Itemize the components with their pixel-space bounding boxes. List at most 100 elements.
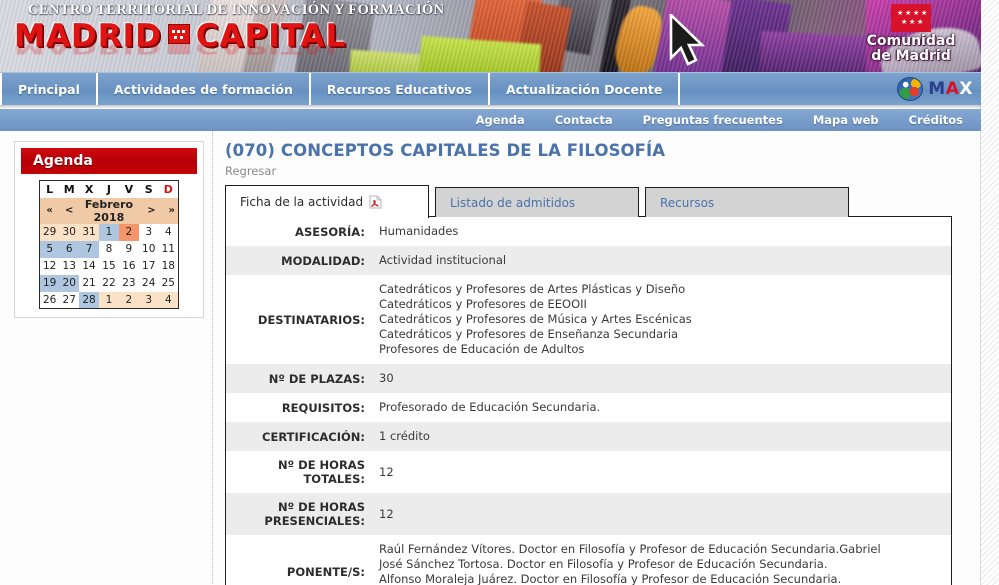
calendar-day-cell[interactable]: 1: [99, 291, 119, 309]
cam-line-2: de Madrid: [871, 48, 951, 64]
calendar-prev-year-button[interactable]: «: [46, 205, 53, 216]
logo-title: MADRID CAPITAL: [14, 20, 354, 52]
calendar-day-cell[interactable]: 26: [42, 293, 57, 306]
calendar-day-cell[interactable]: 18: [161, 260, 175, 272]
calendar-day-cell[interactable]: 15: [102, 260, 116, 272]
calendar-day-cell[interactable]: 10: [142, 243, 156, 255]
calendar-dow-s: S: [144, 182, 153, 196]
calendar-dow-x: X: [84, 182, 94, 196]
comunidad-de-madrid-text: Comunidad de Madrid: [849, 34, 973, 64]
calendar-day-cell[interactable]: 8: [105, 243, 113, 255]
calendar-day-cell[interactable]: 11: [161, 243, 175, 255]
calendar-day-cell[interactable]: 9: [125, 243, 133, 255]
pdf-icon: [369, 195, 382, 209]
nav-shadow: [0, 105, 981, 109]
subnav-item-creditos[interactable]: Créditos: [908, 113, 963, 127]
nav-item-recursos-educativos[interactable]: Recursos Educativos: [311, 73, 490, 105]
calendar-day-cell[interactable]: 6: [59, 240, 80, 258]
calendar-next-year-button[interactable]: »: [168, 205, 175, 216]
calendar-day-cell[interactable]: 29: [39, 223, 60, 241]
detail-row-label: CERTIFICACIÓN:: [262, 429, 365, 444]
madrid-stars-flag-icon: ★ ★ ★ ★ ★ ★ ★: [891, 4, 931, 32]
calendar-day-cell[interactable]: 25: [161, 277, 175, 289]
calendar-day-cell[interactable]: 5: [39, 240, 60, 258]
calendar-day-cell[interactable]: 1: [99, 223, 119, 241]
subnav-item-agenda[interactable]: Agenda: [475, 113, 525, 127]
tab-recursos[interactable]: Recursos: [645, 187, 849, 217]
detail-row: ASESORÍA: Humanidades: [226, 217, 951, 246]
calendar-day-cell[interactable]: 19: [39, 274, 60, 292]
subnav-item-preguntas-frecuentes[interactable]: Preguntas frecuentes: [642, 113, 783, 127]
calendar-prev-month-button[interactable]: <: [65, 205, 74, 216]
calendar-day-cell[interactable]: 2: [118, 223, 139, 241]
main-content: (070) CONCEPTOS CAPITALES DE LA FILOSOFÍ…: [213, 131, 981, 585]
calendar-day-cell[interactable]: 23: [122, 277, 136, 289]
agenda-widget-title: Agenda: [21, 148, 197, 174]
calendar-day-cell[interactable]: 24: [142, 277, 156, 289]
nav-item-principal[interactable]: Principal: [0, 73, 98, 105]
detail-row-value: Actividad institucional: [379, 253, 507, 267]
detail-row-value: 30: [379, 371, 394, 385]
calendar-day-cell[interactable]: 31: [79, 223, 100, 241]
calendar-week-row: 29 30 31 1 2 3 4: [39, 223, 179, 241]
detail-row: Nº DE PLAZAS: 30: [226, 364, 951, 393]
tab-listado-de-admitidos[interactable]: Listado de admitidos: [435, 187, 639, 217]
detail-row-value: Raúl Fernández Vítores. Doctor en Filoso…: [379, 542, 881, 585]
calendar-day-cell[interactable]: 22: [102, 277, 116, 289]
detail-row: PONENTE/S: Raúl Fernández Vítores. Doctor…: [226, 535, 951, 585]
nav-item-actualizacion-docente[interactable]: Actualización Docente: [490, 73, 681, 105]
calendar-day-cell[interactable]: 12: [42, 260, 57, 272]
calendar-day-cell[interactable]: 13: [62, 260, 76, 272]
detail-row-label: Nº DE PLAZAS:: [268, 371, 365, 386]
detail-row-value: Profesorado de Educación Secundaria.: [379, 400, 601, 414]
calendar-week-row: 26 27 28 1 2 3 4: [40, 291, 179, 309]
back-link[interactable]: Regresar: [225, 164, 277, 178]
subnav-item-mapa-web[interactable]: Mapa web: [812, 113, 879, 127]
detail-row-label: ASESORÍA:: [295, 224, 365, 239]
calendar-header: « < Febrero 2018 > »: [39, 197, 179, 224]
logo-word-capital: CAPITAL: [195, 18, 347, 54]
tab-label: Recursos: [660, 195, 715, 210]
max-letter-x: X: [959, 79, 973, 99]
calendar-dow-m: M: [63, 182, 75, 196]
calendar-day-cell[interactable]: 3: [138, 291, 159, 309]
calendar-day-cell[interactable]: 20: [59, 274, 80, 292]
calendar-month-label: Febrero 2018: [84, 197, 134, 224]
calendar-dow-l: L: [46, 182, 54, 196]
detail-row: CERTIFICACIÓN: 1 crédito: [226, 422, 951, 451]
calendar-day-cell[interactable]: 16: [122, 260, 136, 272]
activity-detail-panel: ASESORÍA: Humanidades MODALIDAD: Actividad …: [225, 216, 952, 585]
main-navigation: Principal Actividades de formación Recur…: [0, 72, 981, 105]
subnav-item-contacta[interactable]: Contacta: [554, 113, 613, 127]
calendar-day-cell[interactable]: 27: [62, 293, 76, 306]
body-area: Agenda « < Febrero 2018 > » L M X: [0, 131, 981, 585]
calendar-day-cell[interactable]: 4: [164, 226, 172, 238]
calendar-day-cell[interactable]: 7: [79, 240, 100, 258]
calendar-day-cell[interactable]: 17: [142, 260, 156, 272]
detail-row-value: 12: [379, 464, 394, 479]
calendar-next-month-button[interactable]: >: [147, 205, 156, 216]
max-logo[interactable]: MAX: [887, 73, 981, 105]
calendar-day-cell[interactable]: 30: [59, 223, 80, 241]
calendar-day-cell[interactable]: 28: [79, 291, 100, 309]
calendar-day-cell[interactable]: 14: [82, 260, 96, 272]
detail-row-label: Nº DE HORAS TOTALES:: [278, 458, 365, 486]
calendar-day-cell[interactable]: 3: [145, 226, 153, 238]
detail-row-label: MODALIDAD:: [281, 253, 365, 268]
calendar: « < Febrero 2018 > » L M X J V S: [39, 180, 179, 309]
banner-texture: [0, 0, 981, 72]
nav-item-actividades-de-formacion[interactable]: Actividades de formación: [98, 73, 311, 105]
comunidad-de-madrid-logo[interactable]: ★ ★ ★ ★ ★ ★ ★ Comunidad de Madrid: [849, 4, 973, 70]
cam-line-1: Comunidad: [866, 33, 956, 49]
site-logo[interactable]: Centro Territorial de Innovación y Forma…: [14, 2, 444, 70]
detail-row: Nº DE HORAS PRESENCIALES: 12: [226, 493, 951, 535]
calendar-day-cell[interactable]: 21: [82, 277, 96, 289]
tab-ficha-de-la-actividad[interactable]: Ficha de la actividad: [225, 185, 429, 218]
calendar-day-cell[interactable]: 2: [118, 291, 139, 309]
calendar-day-cell[interactable]: 4: [158, 291, 179, 309]
detail-row-value: 1 crédito: [379, 429, 430, 443]
calendar-weekday-header: L M X J V S D: [40, 181, 179, 198]
detail-row: Nº DE HORAS TOTALES: 12: [226, 451, 951, 493]
